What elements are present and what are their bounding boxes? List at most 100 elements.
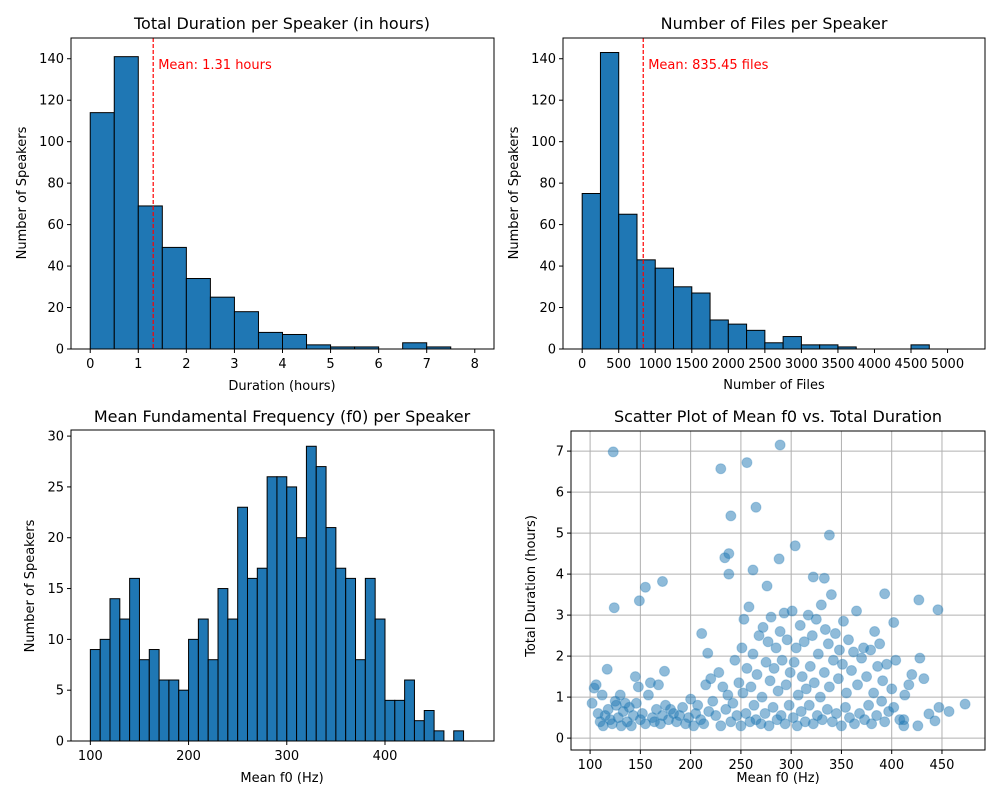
scatter-point (933, 701, 945, 713)
scatter-point (789, 540, 801, 552)
histogram-bar (233, 311, 259, 350)
histogram-bar (305, 445, 317, 742)
scatter-point (642, 689, 654, 701)
x-tick-label: 2500 (748, 357, 781, 372)
histogram-bar (129, 577, 140, 742)
y-tick-label: 2 (556, 650, 564, 665)
scatter-point (652, 679, 664, 691)
scatter-point (772, 685, 784, 697)
x-tick-label: 7 (423, 357, 431, 372)
scatter-point (762, 636, 774, 648)
histogram-bar (188, 638, 199, 742)
scatter-point (685, 693, 697, 705)
scatter-point (625, 720, 637, 732)
y-tick-label: 40 (47, 260, 64, 275)
scatter-point (696, 628, 708, 640)
histogram-bar (137, 205, 163, 350)
histogram-bar (325, 527, 337, 742)
chart-title: Scatter Plot of Mean f0 vs. Total Durati… (614, 407, 942, 426)
histogram-bar (433, 730, 445, 742)
x-tick-label: 350 (829, 758, 854, 773)
scatter-point (717, 681, 729, 693)
mean-annotation: Mean: 1.31 hours (158, 58, 272, 73)
scatter-point (760, 656, 772, 668)
scatter-point (723, 568, 735, 580)
scatter-point (830, 708, 842, 720)
f0-duration-scatter: 100 150 200 250 300 350 400 450 0 1 2 3 4 5 6 7 Scatter… (524, 407, 986, 786)
y-tick-label: 6 (556, 486, 564, 501)
x-axis-label: Mean f0 (Hz) (240, 771, 323, 786)
x-tick-label: 200 (176, 749, 201, 764)
y-tick-label: 60 (539, 218, 556, 233)
scatter-point (796, 671, 808, 683)
histogram-bar (276, 476, 288, 742)
histogram-bar (423, 710, 435, 742)
y-axis-label: Number of Speakers (15, 126, 30, 259)
x-tick-label: 100 (78, 749, 103, 764)
histogram-bar (746, 329, 766, 350)
scatter-point (913, 594, 925, 606)
histogram-bar (345, 577, 357, 742)
scatter-point (751, 669, 763, 681)
scatter-point (806, 630, 818, 642)
scatter-point (819, 623, 831, 635)
histogram-bar (453, 730, 465, 742)
scatter-point (774, 439, 786, 451)
y-tick-label: 7 (556, 445, 564, 460)
scatter-point (803, 699, 815, 711)
scatter-point (781, 634, 793, 646)
histogram-bar (246, 577, 258, 742)
scatter-point (821, 703, 833, 715)
histogram-bar (636, 259, 656, 350)
x-tick-label: 400 (879, 758, 904, 773)
histogram-bar (227, 618, 239, 742)
x-tick-label: 300 (779, 758, 804, 773)
scatter-point (840, 687, 852, 699)
x-tick-label: 300 (274, 749, 299, 764)
y-tick-label: 0 (556, 732, 564, 747)
scatter-point (738, 613, 750, 625)
scatter-point (827, 654, 839, 666)
scatter-point (596, 689, 608, 701)
histogram-bar (402, 342, 428, 350)
scatter-point (727, 697, 739, 709)
scatter-point (768, 662, 780, 674)
y-tick-label: 20 (47, 301, 64, 316)
scatter-point (783, 699, 795, 711)
histogram-bar (673, 286, 693, 350)
y-tick-label: 120 (531, 94, 556, 109)
scatter-point (787, 712, 799, 724)
scatter-point (710, 710, 722, 722)
histogram-bar (119, 618, 131, 742)
scatter-point (845, 664, 857, 676)
y-tick-label: 140 (39, 52, 64, 67)
histogram-bar (709, 319, 729, 350)
scatter-point (861, 671, 873, 683)
scatter-point (792, 689, 804, 701)
scatter-point (881, 658, 893, 670)
scatter-point (632, 681, 644, 693)
histogram-bar (257, 331, 284, 350)
scatter-point (731, 710, 743, 722)
scatter-point (748, 699, 760, 711)
scatter-point (818, 572, 830, 584)
y-axis-label: Number of Speakers (23, 519, 38, 652)
histogram-bar (819, 344, 839, 350)
histogram-bar (374, 618, 386, 742)
histogram-bar (158, 679, 170, 742)
histogram-bar (185, 278, 211, 350)
histogram-bar (217, 588, 229, 742)
scatter-point (743, 601, 755, 613)
scatter-point (602, 703, 614, 715)
y-tick-label: 25 (47, 480, 64, 495)
y-tick-label: 0 (548, 343, 556, 358)
scatter-point (779, 718, 791, 730)
histogram-bar (282, 333, 308, 350)
x-tick-label: 6 (374, 357, 382, 372)
scatter-point (741, 457, 753, 469)
y-tick-label: 5 (556, 527, 564, 542)
f0-histogram: 100 200 300 400 0 5 10 15 20 25 30 Mean Fundamenta… (23, 407, 495, 786)
scatter-point (804, 660, 816, 672)
scatter-point (764, 675, 776, 687)
